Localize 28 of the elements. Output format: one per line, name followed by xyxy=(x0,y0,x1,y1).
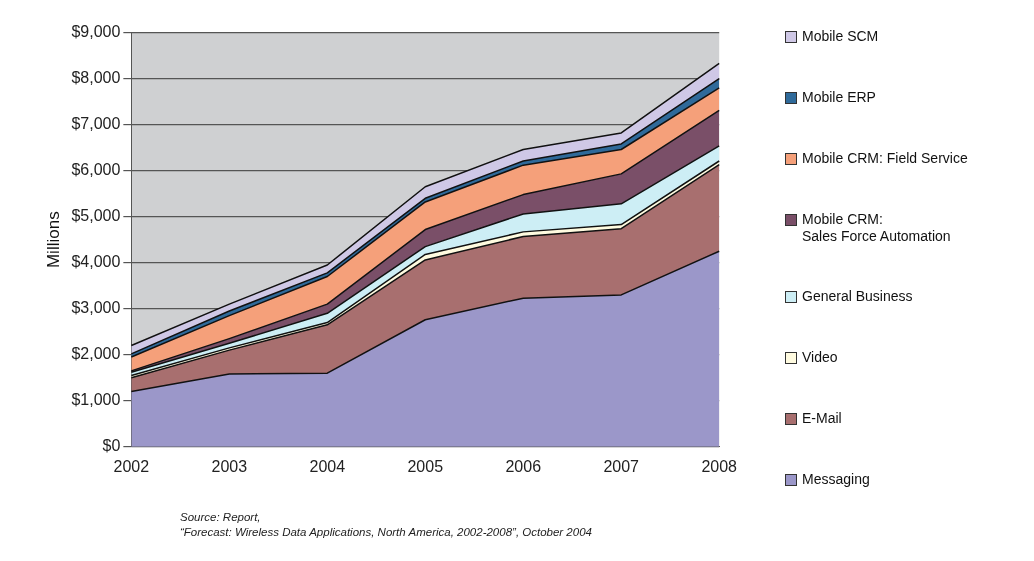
x-tick-label: 2006 xyxy=(505,457,542,475)
y-axis-title: Millions xyxy=(43,211,63,269)
legend-label: Video xyxy=(802,349,838,367)
legend-label: General Business xyxy=(802,288,913,306)
legend-label: Messaging xyxy=(802,470,870,488)
legend-label: E-Mail xyxy=(802,410,842,428)
source-note: Source: Report, xyxy=(180,510,262,525)
legend-label: Mobile CRM: Field Service xyxy=(802,149,968,167)
y-tick-label: $0 xyxy=(102,437,121,455)
x-tick-label: 2005 xyxy=(407,457,444,475)
x-tick-label: 2008 xyxy=(701,457,738,475)
legend-label: Mobile SCM xyxy=(802,28,879,45)
y-tick-label: $4,000 xyxy=(71,253,121,271)
x-tick-label: 2002 xyxy=(113,457,150,475)
x-tick-label: 2007 xyxy=(603,457,640,475)
x-tick-label: 2004 xyxy=(309,457,346,475)
text: “Forecast: Wireless Data Applications, North America, 2002-2008”, October 2004 xyxy=(180,525,592,540)
y-tick-label: $3,000 xyxy=(71,299,121,317)
y-tick-label: $9,000 xyxy=(71,23,121,41)
y-tick-label: $2,000 xyxy=(71,345,121,363)
y-tick-label: $1,000 xyxy=(71,391,121,409)
legend-label: Mobile ERP xyxy=(802,88,876,106)
legend-label: Mobile CRM: Sales Force Automation xyxy=(802,210,951,245)
y-tick-label: $5,000 xyxy=(71,207,121,225)
x-tick-label: 2003 xyxy=(211,457,248,475)
y-tick-label: $8,000 xyxy=(71,69,121,87)
y-tick-label: $7,000 xyxy=(71,115,121,133)
y-tick-label: $6,000 xyxy=(71,161,121,179)
